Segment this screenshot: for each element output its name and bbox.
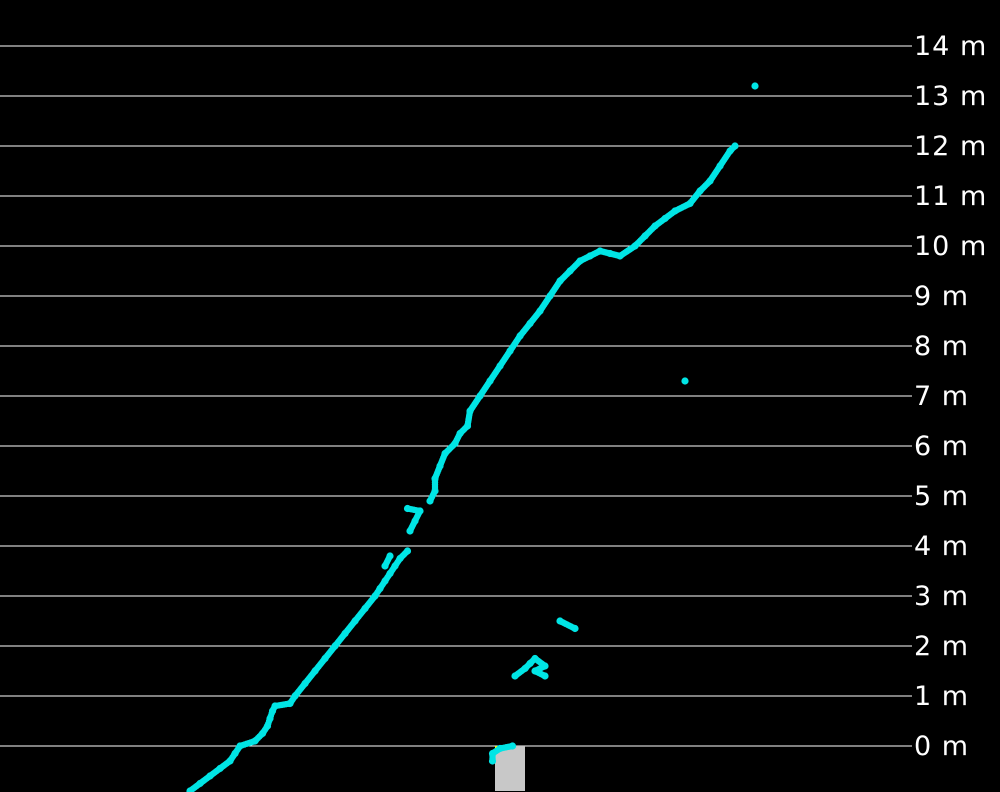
tick-label-5m: 5 m [914, 481, 969, 512]
tick-label-10m: 10 m [914, 231, 987, 262]
tick-label-2m: 2 m [914, 631, 969, 662]
tick-label-0m: 0 m [914, 731, 969, 762]
scan-point [541, 672, 549, 680]
scan-point [731, 142, 739, 150]
tick-label-11m: 11 m [914, 181, 987, 212]
scan-point [403, 504, 412, 513]
tick-label-1m: 1 m [914, 681, 969, 712]
tick-label-12m: 12 m [914, 131, 987, 162]
tick-label-7m: 7 m [914, 381, 969, 412]
range-gridlines [0, 45, 912, 747]
scan-point [386, 552, 394, 560]
range-tick-labels: 0 m 1 m 2 m 3 m 4 m 5 m 6 m 7 m 8 m 9 m 10 m 11 m 12… [914, 31, 987, 762]
sensor-rect [495, 746, 525, 791]
scan-point [751, 82, 759, 90]
tick-label-4m: 4 m [914, 531, 969, 562]
scan-point [508, 742, 517, 750]
tick-label-3m: 3 m [914, 581, 969, 612]
tick-label-8m: 8 m [914, 331, 969, 362]
scan-points [186, 82, 759, 792]
tick-label-13m: 13 m [914, 81, 987, 112]
sensor-body [495, 746, 525, 791]
scan-point [403, 547, 412, 555]
tick-label-9m: 9 m [914, 281, 969, 312]
tick-label-6m: 6 m [914, 431, 969, 462]
scan-point [571, 624, 579, 633]
scan-point [681, 377, 689, 385]
tick-label-14m: 14 m [914, 31, 987, 62]
